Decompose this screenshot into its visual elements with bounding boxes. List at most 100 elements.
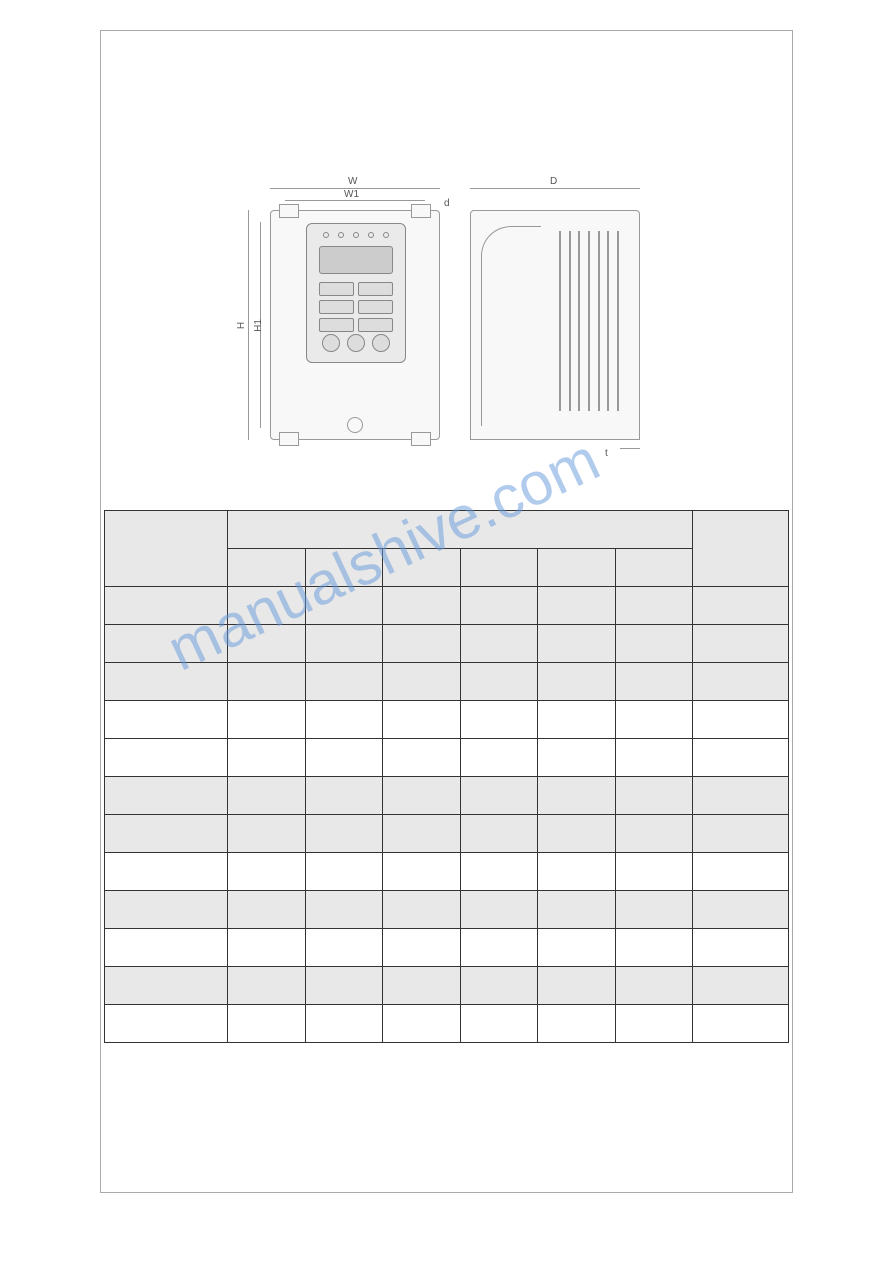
table-cell (105, 739, 228, 777)
table-row (105, 1005, 789, 1043)
table-cell (615, 625, 693, 663)
table-cell (383, 625, 461, 663)
table-cell (383, 587, 461, 625)
table-cell (693, 1005, 789, 1043)
keypad-button (358, 318, 393, 332)
table-cell (460, 777, 538, 815)
dim-label-w: W (348, 176, 357, 187)
table-cell (693, 967, 789, 1005)
table-cell (615, 701, 693, 739)
table-subheader-cell (538, 549, 616, 587)
keypad-button (319, 282, 354, 296)
table-row (105, 815, 789, 853)
table-row (105, 625, 789, 663)
table-cell (615, 891, 693, 929)
keypad-panel (306, 223, 406, 363)
table-cell (693, 929, 789, 967)
table-cell (383, 701, 461, 739)
table-cell (693, 587, 789, 625)
table-cell (305, 891, 383, 929)
bottom-hole-icon (347, 417, 363, 433)
table-cell (538, 587, 616, 625)
table-cell (460, 967, 538, 1005)
table-cell (105, 815, 228, 853)
device-front-view (270, 210, 440, 440)
keypad-button (358, 300, 393, 314)
table-cell (615, 929, 693, 967)
table-row (105, 777, 789, 815)
table-cell (460, 663, 538, 701)
table-cell (538, 1005, 616, 1043)
dim-label-H: H (236, 322, 247, 329)
keypad-buttons (319, 282, 393, 332)
keypad-button (358, 282, 393, 296)
table-cell (105, 929, 228, 967)
side-body (470, 210, 640, 440)
table-cell (615, 1005, 693, 1043)
device-body (270, 210, 440, 440)
table-cell (538, 929, 616, 967)
table-cell (693, 815, 789, 853)
table-cell (460, 815, 538, 853)
table-cell (228, 663, 306, 701)
table-cell (305, 929, 383, 967)
table-cell (228, 891, 306, 929)
table-header-row (105, 511, 789, 549)
table-cell (305, 815, 383, 853)
round-button-icon (372, 334, 390, 352)
table-header-group (228, 511, 693, 549)
vent-line (559, 231, 561, 411)
table-row (105, 701, 789, 739)
table-cell (693, 625, 789, 663)
keypad-leds (319, 232, 393, 240)
table-cell (538, 625, 616, 663)
table-cell (538, 663, 616, 701)
table-cell (105, 587, 228, 625)
table-cell (305, 853, 383, 891)
dim-line-t (620, 448, 640, 449)
mount-tab (279, 432, 299, 446)
table-cell (538, 891, 616, 929)
display-screen (319, 246, 393, 274)
table-cell (383, 777, 461, 815)
round-button-icon (322, 334, 340, 352)
table-cell (228, 1005, 306, 1043)
table-cell (305, 739, 383, 777)
table-cell (538, 701, 616, 739)
table-cell (693, 701, 789, 739)
table-cell (228, 815, 306, 853)
device-side-view (470, 210, 640, 440)
dim-label-H1: H1 (253, 319, 264, 332)
table-cell (460, 587, 538, 625)
ventilation-slots (559, 231, 619, 411)
table-cell (615, 967, 693, 1005)
table-subheader-cell (383, 549, 461, 587)
vent-line (607, 231, 609, 411)
led-icon (323, 232, 329, 238)
vent-line (569, 231, 571, 411)
technical-drawing: W W1 d D H H1 (240, 180, 680, 460)
table-cell (228, 587, 306, 625)
led-icon (353, 232, 359, 238)
table-cell (460, 739, 538, 777)
table-cell (105, 663, 228, 701)
dim-label-t: t (605, 448, 608, 459)
table-cell (538, 853, 616, 891)
vent-line (617, 231, 619, 411)
table-cell (383, 929, 461, 967)
table-cell (228, 739, 306, 777)
table-cell (383, 853, 461, 891)
table-cell (105, 1005, 228, 1043)
dim-line-w1 (285, 200, 425, 201)
dim-label-D: D (550, 176, 557, 187)
table-cell (228, 625, 306, 663)
dimension-table (104, 510, 789, 1043)
table-cell (305, 587, 383, 625)
table-cell (383, 815, 461, 853)
table-row (105, 967, 789, 1005)
dim-label-d-small: d (444, 198, 450, 209)
table-cell (383, 967, 461, 1005)
table-cell (305, 625, 383, 663)
table-cell (460, 891, 538, 929)
table-cell (460, 625, 538, 663)
